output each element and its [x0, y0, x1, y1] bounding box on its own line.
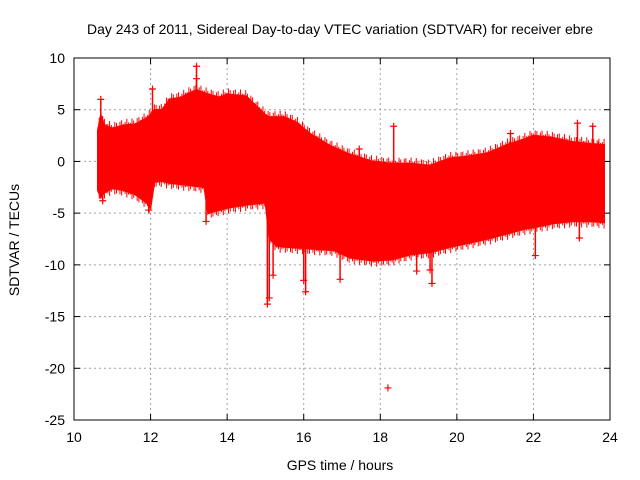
- x-tick-label: 10: [66, 429, 82, 445]
- y-tick-label: -10: [45, 257, 65, 273]
- y-tick-label: -25: [45, 412, 65, 428]
- spike-marker: [575, 234, 583, 242]
- spike-marker: [193, 75, 201, 83]
- spike-marker: [263, 300, 271, 308]
- spike-marker: [390, 122, 398, 130]
- x-tick-label: 24: [602, 429, 618, 445]
- spike-marker: [384, 384, 392, 392]
- x-tick-label: 22: [526, 429, 542, 445]
- spike-marker: [97, 95, 105, 103]
- y-tick-label: -5: [53, 205, 66, 221]
- x-tick-label: 20: [449, 429, 465, 445]
- x-tick-label: 16: [296, 429, 312, 445]
- spike-marker: [269, 271, 277, 279]
- y-axis-label: SDTVAR / TECUs: [6, 184, 22, 296]
- spike-marker: [336, 275, 344, 283]
- y-tick-label: 5: [57, 102, 65, 118]
- chart-title: Day 243 of 2011, Sidereal Day-to-day VTE…: [87, 21, 593, 37]
- data-series-sdtvar: [96, 62, 606, 392]
- spike-marker: [99, 197, 107, 205]
- spike-marker: [355, 145, 363, 153]
- spike-marker: [413, 267, 421, 275]
- spike-marker: [573, 119, 581, 127]
- x-tick-label: 14: [219, 429, 235, 445]
- y-tick-label: 10: [49, 50, 65, 66]
- spike-marker: [300, 276, 308, 284]
- spike-marker: [531, 252, 539, 260]
- spike-marker: [202, 217, 210, 225]
- spike-marker: [265, 294, 273, 302]
- x-tick-label: 18: [372, 429, 388, 445]
- y-tick-label: 0: [57, 153, 65, 169]
- x-tick-label: 12: [143, 429, 159, 445]
- spike-marker: [589, 122, 597, 130]
- axes: 10 12 14 16 18 20 22 24 -25 -20 -15 -10 -5 0 5 10: [45, 50, 618, 445]
- spike-marker: [506, 130, 514, 138]
- spike-marker: [145, 206, 153, 214]
- spike-marker: [302, 288, 310, 296]
- spike-marker: [193, 62, 201, 70]
- spike-marker: [426, 266, 434, 274]
- plot-frame: [73, 57, 611, 421]
- spike-marker: [148, 85, 156, 93]
- spike-marker: [595, 141, 603, 149]
- y-tick-label: -15: [45, 309, 65, 325]
- y-tick-label: -20: [45, 360, 65, 376]
- x-axis-label: GPS time / hours: [287, 457, 394, 473]
- spike-marker: [428, 279, 436, 287]
